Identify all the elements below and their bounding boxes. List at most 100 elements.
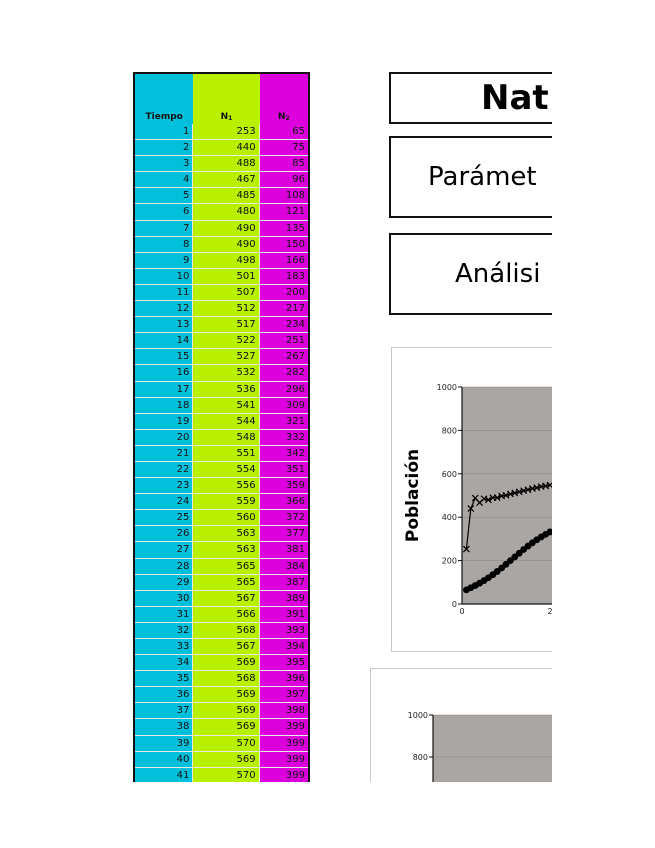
cell-n2[interactable]: 399 bbox=[259, 735, 308, 752]
cell-n1[interactable]: 567 bbox=[193, 639, 260, 656]
cell-n2[interactable]: 135 bbox=[259, 220, 308, 237]
cell-tiempo[interactable]: 26 bbox=[135, 526, 194, 543]
cell-n1[interactable]: 569 bbox=[193, 719, 260, 736]
cell-tiempo[interactable]: 36 bbox=[135, 687, 194, 704]
cell-n1[interactable]: 565 bbox=[193, 558, 260, 575]
cell-tiempo[interactable]: 6 bbox=[135, 204, 194, 221]
cell-tiempo[interactable]: 1 bbox=[135, 124, 194, 141]
cell-n2[interactable]: 387 bbox=[259, 574, 308, 591]
cell-tiempo[interactable]: 35 bbox=[135, 671, 194, 688]
cell-tiempo[interactable]: 25 bbox=[135, 510, 194, 527]
cell-n1[interactable]: 566 bbox=[193, 606, 260, 623]
cell-tiempo[interactable]: 10 bbox=[135, 268, 194, 285]
cell-n2[interactable]: 377 bbox=[259, 526, 308, 543]
cell-n2[interactable]: 150 bbox=[259, 236, 308, 253]
cell-n1[interactable]: 570 bbox=[193, 735, 260, 752]
cell-n2[interactable]: 75 bbox=[259, 140, 308, 157]
cell-tiempo[interactable]: 3 bbox=[135, 156, 194, 173]
cell-tiempo[interactable]: 15 bbox=[135, 349, 194, 366]
cell-n1[interactable]: 517 bbox=[193, 317, 260, 334]
cell-n1[interactable]: 440 bbox=[193, 140, 260, 157]
cell-n2[interactable]: 384 bbox=[259, 558, 308, 575]
cell-n2[interactable]: 108 bbox=[259, 188, 308, 205]
cell-n2[interactable]: 397 bbox=[259, 687, 308, 704]
cell-n2[interactable]: 381 bbox=[259, 542, 308, 559]
cell-n1[interactable]: 568 bbox=[193, 622, 260, 639]
cell-tiempo[interactable]: 4 bbox=[135, 172, 194, 189]
cell-tiempo[interactable]: 18 bbox=[135, 397, 194, 414]
cell-tiempo[interactable]: 8 bbox=[135, 236, 194, 253]
cell-tiempo[interactable]: 5 bbox=[135, 188, 194, 205]
cell-n1[interactable]: 551 bbox=[193, 445, 260, 462]
cell-n1[interactable]: 570 bbox=[193, 767, 260, 782]
cell-tiempo[interactable]: 17 bbox=[135, 381, 194, 398]
cell-n2[interactable]: 399 bbox=[259, 751, 308, 768]
cell-tiempo[interactable]: 37 bbox=[135, 703, 194, 720]
cell-tiempo[interactable]: 22 bbox=[135, 461, 194, 479]
cell-n1[interactable]: 563 bbox=[193, 526, 260, 543]
cell-n1[interactable]: 541 bbox=[193, 397, 260, 414]
cell-n1[interactable]: 536 bbox=[193, 381, 260, 398]
cell-n1[interactable]: 490 bbox=[193, 220, 260, 237]
cell-tiempo[interactable]: 30 bbox=[135, 590, 194, 607]
cell-tiempo[interactable]: 19 bbox=[135, 413, 194, 430]
cell-n1[interactable]: 507 bbox=[193, 284, 260, 302]
cell-n2[interactable]: 359 bbox=[259, 478, 308, 495]
cell-n2[interactable]: 282 bbox=[259, 365, 308, 382]
cell-tiempo[interactable]: 39 bbox=[135, 735, 194, 752]
cell-n2[interactable]: 399 bbox=[259, 767, 308, 782]
cell-tiempo[interactable]: 23 bbox=[135, 478, 194, 495]
cell-n2[interactable]: 394 bbox=[259, 639, 308, 656]
cell-n2[interactable]: 372 bbox=[259, 510, 308, 527]
second-chart[interactable]: 1000 800 bbox=[370, 668, 552, 782]
cell-tiempo[interactable]: 27 bbox=[135, 542, 194, 559]
cell-n1[interactable]: 560 bbox=[193, 510, 260, 527]
header-tiempo[interactable]: Tiempo bbox=[135, 74, 194, 124]
cell-n2[interactable]: 234 bbox=[259, 317, 308, 334]
cell-n2[interactable]: 393 bbox=[259, 622, 308, 639]
cell-n2[interactable]: 342 bbox=[259, 445, 308, 462]
cell-n2[interactable]: 121 bbox=[259, 204, 308, 221]
cell-n2[interactable]: 85 bbox=[259, 156, 308, 173]
analysis-button[interactable]: Análisi bbox=[389, 233, 552, 315]
cell-tiempo[interactable]: 31 bbox=[135, 606, 194, 623]
cell-tiempo[interactable]: 16 bbox=[135, 365, 194, 382]
cell-n2[interactable]: 183 bbox=[259, 268, 308, 285]
cell-n2[interactable]: 65 bbox=[259, 124, 308, 141]
cell-tiempo[interactable]: 24 bbox=[135, 494, 194, 511]
cell-n1[interactable]: 512 bbox=[193, 301, 260, 318]
cell-tiempo[interactable]: 7 bbox=[135, 220, 194, 237]
cell-tiempo[interactable]: 11 bbox=[135, 284, 194, 302]
cell-n1[interactable]: 501 bbox=[193, 268, 260, 285]
cell-n2[interactable]: 200 bbox=[259, 284, 308, 302]
cell-tiempo[interactable]: 20 bbox=[135, 429, 194, 446]
cell-tiempo[interactable]: 12 bbox=[135, 301, 194, 318]
cell-tiempo[interactable]: 13 bbox=[135, 317, 194, 334]
cell-n2[interactable]: 395 bbox=[259, 655, 308, 672]
cell-n1[interactable]: 527 bbox=[193, 349, 260, 366]
cell-n1[interactable]: 480 bbox=[193, 204, 260, 221]
cell-n2[interactable]: 332 bbox=[259, 429, 308, 446]
cell-n2[interactable]: 251 bbox=[259, 333, 308, 350]
cell-n2[interactable]: 296 bbox=[259, 381, 308, 398]
cell-tiempo[interactable]: 21 bbox=[135, 445, 194, 462]
cell-n1[interactable]: 485 bbox=[193, 188, 260, 205]
cell-n1[interactable]: 522 bbox=[193, 333, 260, 350]
cell-n1[interactable]: 569 bbox=[193, 655, 260, 672]
cell-n1[interactable]: 498 bbox=[193, 252, 260, 269]
cell-n2[interactable]: 396 bbox=[259, 671, 308, 688]
cell-n2[interactable]: 217 bbox=[259, 301, 308, 318]
cell-tiempo[interactable]: 29 bbox=[135, 574, 194, 591]
cell-n2[interactable]: 389 bbox=[259, 590, 308, 607]
cell-tiempo[interactable]: 41 bbox=[135, 767, 194, 782]
cell-n1[interactable]: 556 bbox=[193, 478, 260, 495]
cell-n2[interactable]: 267 bbox=[259, 349, 308, 366]
cell-tiempo[interactable]: 32 bbox=[135, 622, 194, 639]
cell-n1[interactable]: 569 bbox=[193, 687, 260, 704]
parameters-button[interactable]: Parámet bbox=[389, 136, 552, 218]
cell-n2[interactable]: 166 bbox=[259, 252, 308, 269]
cell-n1[interactable]: 544 bbox=[193, 413, 260, 430]
cell-n2[interactable]: 309 bbox=[259, 397, 308, 414]
cell-tiempo[interactable]: 9 bbox=[135, 252, 194, 269]
